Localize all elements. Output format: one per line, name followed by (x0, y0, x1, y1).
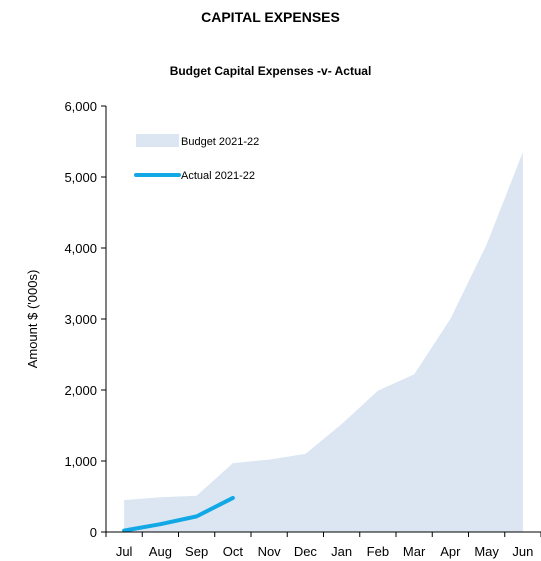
x-tick-label: Mar (403, 544, 426, 559)
x-tick-label: Dec (294, 544, 318, 559)
budget-area (124, 152, 523, 532)
legend-swatch-budget (136, 134, 179, 147)
x-tick-label: Jul (116, 544, 133, 559)
legend-label-budget: Budget 2021-22 (181, 136, 259, 148)
x-tick-label: Oct (223, 544, 244, 559)
x-tick-label: Aug (149, 544, 172, 559)
y-tick-label: 3,000 (64, 312, 97, 327)
page-title: CAPITAL EXPENSES (201, 9, 340, 25)
x-tick-label: Feb (367, 544, 389, 559)
y-axis-label: Amount $ ('000s) (25, 270, 40, 369)
chart-title: Budget Capital Expenses -v- Actual (169, 64, 372, 78)
x-tick-label: Nov (258, 544, 282, 559)
y-tick-label: 0 (90, 525, 97, 540)
y-tick-label: 2,000 (64, 383, 97, 398)
y-tick-label: 4,000 (64, 241, 97, 256)
legend-label-actual: Actual 2021-22 (181, 170, 255, 182)
x-tick-label: Jan (331, 544, 352, 559)
x-tick-label: Jun (512, 544, 533, 559)
x-tick-label: May (474, 544, 499, 559)
y-tick-label: 5,000 (64, 170, 97, 185)
actual-line (122, 495, 235, 533)
x-tick-label: Sep (185, 544, 208, 559)
legend: Budget 2021-22 Actual 2021-22 (134, 134, 259, 182)
y-tick-label: 6,000 (64, 99, 97, 114)
y-tick-label: 1,000 (64, 454, 97, 469)
x-tick-label: Apr (440, 544, 461, 559)
